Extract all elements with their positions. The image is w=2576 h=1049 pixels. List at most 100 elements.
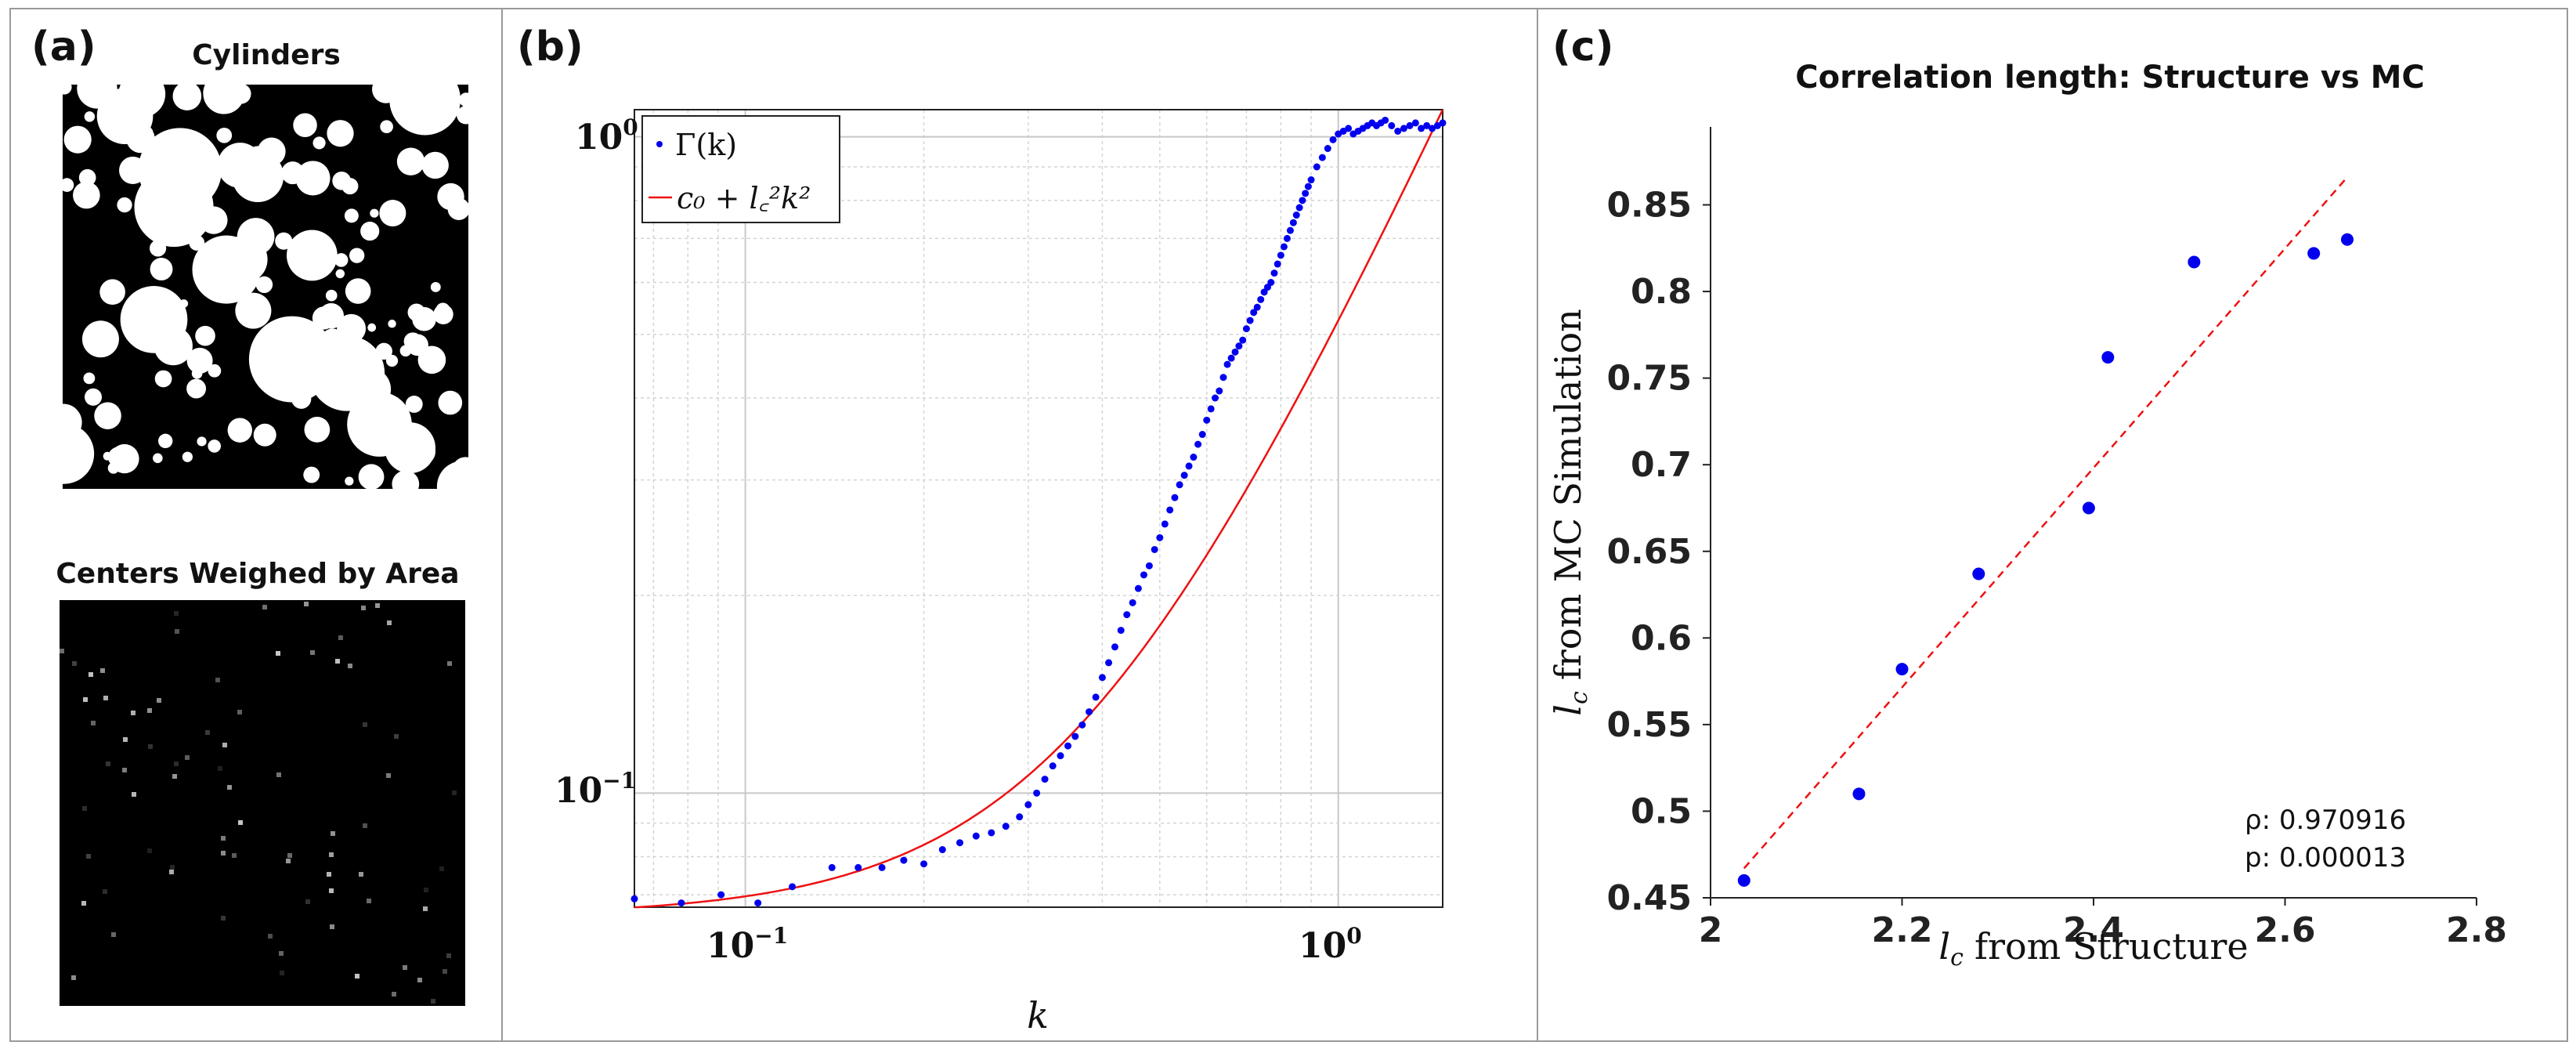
gamma-point bbox=[1304, 183, 1312, 190]
gamma-points bbox=[630, 116, 1447, 907]
gamma-point bbox=[900, 856, 908, 864]
cylinder-disc bbox=[99, 279, 125, 306]
center-dot bbox=[367, 899, 371, 903]
cylinder-disc bbox=[438, 390, 463, 415]
p-annotation: p: 0.000013 bbox=[2245, 842, 2406, 874]
gamma-point bbox=[938, 846, 946, 854]
cylinder-disc bbox=[182, 451, 193, 462]
center-dot bbox=[86, 854, 91, 859]
gamma-point bbox=[1185, 462, 1193, 470]
gamma-point bbox=[1318, 154, 1326, 161]
center-dot bbox=[329, 888, 334, 893]
cylinder-disc bbox=[345, 278, 371, 304]
center-dot bbox=[431, 999, 435, 1004]
cylinder-disc bbox=[313, 136, 326, 150]
cylinder-disc bbox=[447, 197, 468, 220]
y-tick-label: 0.7 bbox=[1631, 445, 1692, 485]
cylinder-disc bbox=[186, 347, 213, 374]
center-dot bbox=[424, 888, 428, 892]
grid-lines bbox=[634, 110, 1443, 907]
center-dot bbox=[287, 853, 292, 858]
cylinder-disc bbox=[63, 403, 82, 442]
gamma-point bbox=[1223, 360, 1231, 368]
gamma-point bbox=[1418, 125, 1425, 132]
cylinder-disc bbox=[230, 85, 251, 104]
center-dot bbox=[175, 629, 179, 634]
gamma-point bbox=[1171, 494, 1179, 501]
gamma-point bbox=[1411, 119, 1419, 127]
panel-a-label: (a) bbox=[31, 24, 96, 71]
center-dots bbox=[60, 602, 457, 1004]
center-dot bbox=[363, 823, 367, 828]
panel-c-label: (c) bbox=[1552, 24, 1614, 71]
gamma-point bbox=[1423, 121, 1431, 129]
center-dot bbox=[386, 773, 391, 778]
gamma-point bbox=[920, 860, 928, 868]
center-dot bbox=[280, 971, 284, 975]
center-dot bbox=[221, 916, 226, 921]
cylinder-disc bbox=[107, 462, 120, 474]
cylinder-disc bbox=[235, 292, 272, 329]
cylinder-disc bbox=[442, 469, 461, 488]
gamma-point bbox=[1111, 643, 1118, 651]
gamma-point bbox=[1033, 789, 1041, 797]
cylinder-disc bbox=[295, 161, 331, 196]
cylinder-disc bbox=[396, 147, 425, 175]
data-point bbox=[1737, 874, 1750, 887]
gamma-point bbox=[1123, 611, 1131, 619]
data-point bbox=[1852, 787, 1866, 801]
center-dot bbox=[276, 772, 281, 777]
center-dot bbox=[417, 978, 422, 982]
gamma-point bbox=[1267, 279, 1275, 287]
y-tick-label: 0.55 bbox=[1606, 705, 1692, 745]
center-dot bbox=[238, 820, 243, 825]
center-dot bbox=[331, 831, 335, 836]
data-point bbox=[2307, 247, 2321, 260]
gamma-point bbox=[1280, 243, 1288, 251]
cylinder-disc bbox=[433, 304, 453, 324]
cylinder-disc bbox=[334, 253, 349, 267]
center-dot bbox=[262, 605, 267, 610]
cylinder-disc bbox=[304, 417, 331, 443]
center-dot bbox=[310, 650, 315, 655]
cylinder-disc bbox=[332, 171, 351, 190]
center-dot bbox=[392, 992, 396, 997]
center-dot bbox=[335, 659, 340, 664]
gamma-point bbox=[1388, 121, 1396, 129]
gamma-point bbox=[1231, 348, 1239, 356]
gamma-point bbox=[1257, 295, 1265, 303]
center-dot bbox=[185, 755, 190, 760]
data-point bbox=[2082, 501, 2095, 515]
gamma-point bbox=[1274, 260, 1281, 268]
fit-line-path bbox=[1743, 176, 2348, 870]
cylinder-disc bbox=[77, 85, 117, 109]
center-dot bbox=[237, 710, 242, 714]
gamma-point bbox=[1307, 176, 1315, 184]
cylinder-disc bbox=[197, 436, 207, 447]
y-ticks: 0.45 0.5 0.55 0.6 0.65 0.7 0.75 0.8 0.85 bbox=[1606, 186, 1711, 918]
cylinder-disc bbox=[150, 291, 170, 311]
gamma-point bbox=[1329, 136, 1337, 143]
cylinder-disc bbox=[117, 197, 132, 213]
cylinder-disc bbox=[158, 433, 173, 449]
legend: Γ(k) c₀ + l꜀²k² bbox=[641, 115, 840, 223]
gamma-point bbox=[1194, 440, 1202, 448]
cylinders-image bbox=[63, 85, 468, 489]
gamma-point bbox=[1064, 742, 1072, 750]
cylinder-disc bbox=[293, 113, 317, 138]
center-dot bbox=[330, 924, 334, 929]
x-tick-label: 2.2 bbox=[1872, 910, 1933, 950]
center-dot bbox=[329, 852, 334, 857]
cylinder-disc bbox=[337, 313, 367, 343]
gamma-point bbox=[1002, 823, 1010, 830]
gamma-point bbox=[1250, 309, 1258, 317]
center-dot bbox=[215, 678, 220, 682]
center-dot bbox=[131, 711, 135, 715]
gamma-point bbox=[1134, 584, 1142, 592]
cylinder-disc bbox=[150, 258, 173, 280]
gamma-point bbox=[1203, 416, 1211, 424]
gamma-point bbox=[1145, 562, 1153, 570]
center-dot bbox=[221, 851, 226, 855]
cylinder-disc bbox=[220, 235, 268, 284]
gamma-point bbox=[1161, 520, 1169, 528]
